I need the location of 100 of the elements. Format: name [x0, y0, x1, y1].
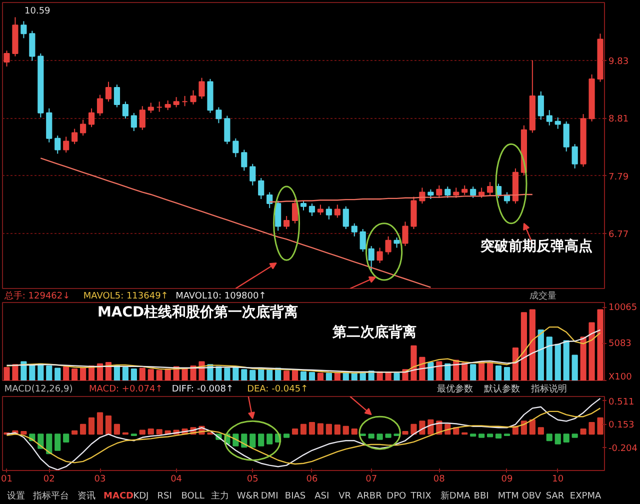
bar [334, 424, 340, 435]
candlestick [436, 184, 442, 198]
text: EXPMA [570, 492, 602, 502]
bar [470, 364, 476, 380]
bar [80, 424, 86, 435]
candlestick [241, 149, 248, 172]
line-series [40, 158, 432, 288]
text: 成交量 [529, 290, 556, 302]
bar [588, 322, 595, 380]
bar [436, 361, 442, 380]
line-series [6, 408, 601, 465]
bar [130, 368, 137, 380]
bar [520, 420, 527, 435]
x-tick-label: 08 [433, 474, 446, 484]
text: 主力 [210, 490, 229, 502]
line-series [6, 398, 601, 470]
x-tick-label: 07 [366, 474, 378, 484]
bar [96, 412, 104, 435]
bar [20, 431, 27, 435]
bar [597, 309, 604, 380]
bar [554, 344, 561, 380]
bar [156, 370, 162, 380]
bar [250, 370, 256, 380]
bar [538, 427, 544, 435]
bar [72, 430, 78, 435]
candlestick [130, 112, 137, 132]
text: OBV [522, 492, 542, 502]
text: MACD [104, 492, 134, 502]
annotation: 突破前期反弹高点 [480, 238, 592, 254]
bar [54, 434, 61, 451]
candlestick [198, 77, 205, 100]
bar [4, 367, 10, 380]
candlestick [334, 204, 340, 218]
bar [46, 434, 52, 454]
bar [580, 336, 586, 380]
candlestick [258, 178, 264, 200]
bar [258, 368, 264, 380]
bar [308, 422, 316, 435]
text: DMI [260, 492, 278, 502]
bar [385, 434, 392, 438]
candlestick [351, 222, 358, 237]
y-tick-label: X100 [608, 372, 632, 382]
text: VR [338, 492, 352, 502]
candlestick [250, 163, 256, 186]
candlestick [156, 101, 162, 112]
bar [88, 417, 95, 435]
bar [105, 415, 112, 435]
candlestick [444, 186, 451, 198]
candlestick [148, 102, 154, 114]
candlestick [470, 186, 476, 198]
bar [554, 434, 561, 444]
y-tick-label: 10065 [608, 302, 638, 313]
x-tick-label: 04 [170, 474, 182, 484]
bar [266, 434, 273, 444]
text: BBI [474, 492, 489, 502]
candlestick [486, 182, 494, 196]
candlestick [317, 204, 324, 216]
bar [546, 336, 552, 380]
bar [351, 372, 358, 380]
candlestick [72, 128, 78, 145]
candlestick [300, 200, 307, 211]
annotation: 10.59 [24, 6, 51, 16]
x-tick-label: 03 [94, 474, 106, 484]
x-tick-label: 10 [552, 474, 564, 484]
bar [410, 424, 417, 435]
candlestick [182, 95, 188, 107]
bar [250, 434, 256, 448]
candlestick [308, 203, 316, 217]
candlestick [394, 237, 400, 248]
candlestick [326, 206, 332, 220]
bar [529, 309, 536, 380]
x-tick-label: 06 [306, 474, 318, 484]
bar [563, 434, 570, 442]
bar [122, 367, 128, 380]
annotation: MACD柱线和股价第一次底背离 [98, 304, 298, 320]
bar [139, 430, 146, 435]
text: 总手: 129462↓ [3, 290, 70, 302]
text: SAR [546, 492, 564, 502]
bar [190, 366, 196, 380]
candlestick [20, 20, 27, 39]
bar [588, 422, 595, 435]
candlestick [80, 119, 86, 136]
candlestick [114, 84, 120, 108]
bar [410, 345, 417, 380]
bar [546, 434, 552, 442]
candlestick [173, 96, 180, 108]
bar [520, 312, 527, 380]
candlestick [224, 115, 230, 145]
bar [72, 368, 78, 380]
text: MACD(12,26,9) [4, 384, 73, 394]
candlestick [54, 135, 61, 154]
bar [292, 370, 298, 380]
candlestick [105, 81, 112, 102]
bar [46, 366, 52, 380]
bar [300, 424, 307, 435]
text: BOLL [181, 492, 204, 502]
bar [462, 362, 468, 380]
bar [114, 424, 120, 435]
candlestick [216, 106, 222, 124]
bar [224, 368, 230, 380]
